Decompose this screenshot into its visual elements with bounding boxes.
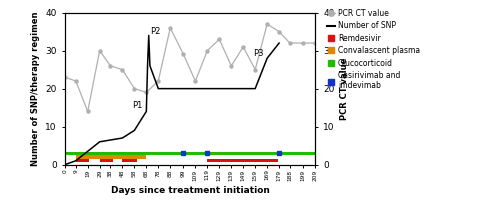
- Text: P1: P1: [132, 101, 142, 110]
- Bar: [65, 151, 315, 155]
- Y-axis label: Number of SNP/therapy regimen: Number of SNP/therapy regimen: [30, 11, 40, 166]
- Text: P3: P3: [253, 49, 264, 58]
- Legend: PCR CT value, Number of SNP, Remdesivir, Convalascent plasma, Glucocorticoid, Ca: PCR CT value, Number of SNP, Remdesivir,…: [326, 8, 420, 91]
- Y-axis label: PCR CT value: PCR CT value: [340, 57, 349, 120]
- Bar: [122, 159, 137, 162]
- Bar: [208, 159, 278, 162]
- Text: P2: P2: [150, 27, 160, 35]
- Bar: [76, 159, 89, 162]
- Bar: [100, 159, 113, 162]
- X-axis label: Days since treatment initiation: Days since treatment initiation: [110, 186, 270, 195]
- Bar: [76, 155, 146, 159]
